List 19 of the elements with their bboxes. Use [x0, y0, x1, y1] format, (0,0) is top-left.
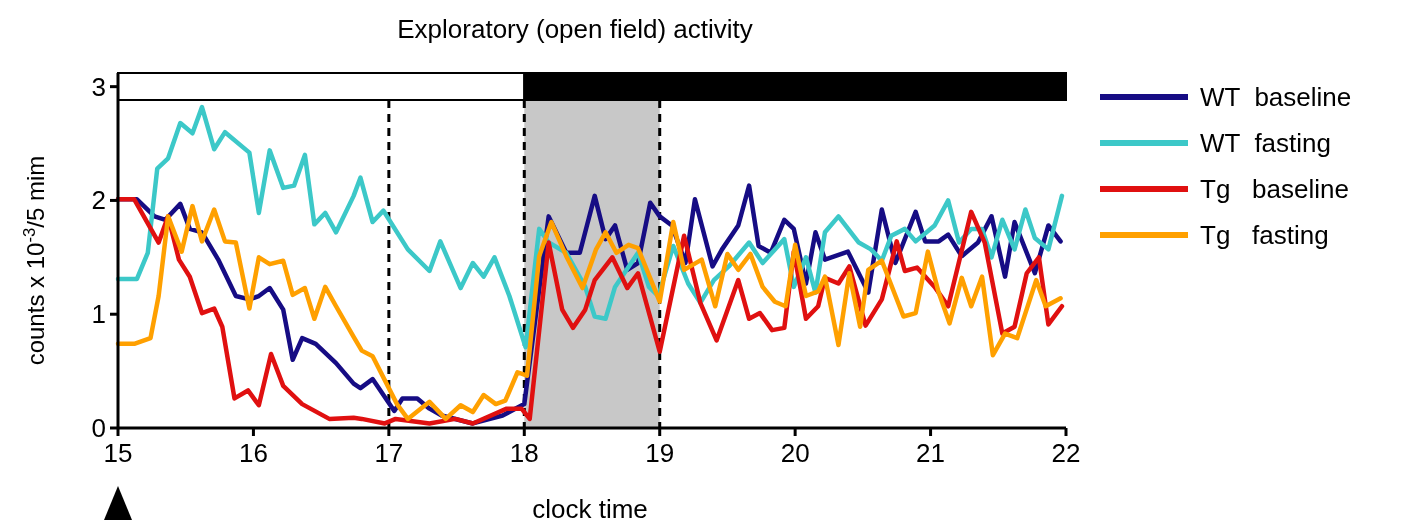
x-tick-label: 19 — [645, 438, 675, 468]
legend-label: Tg fasting — [1200, 220, 1329, 250]
x-tick-label: 15 — [103, 438, 133, 468]
legend-label: Tg baseline — [1200, 174, 1349, 204]
x-tick-label: 22 — [1051, 438, 1081, 468]
y-tick-label: 2 — [91, 185, 106, 216]
x-tick-label: 18 — [509, 438, 539, 468]
x-axis-title: clock time — [532, 494, 648, 524]
x-tick-label: 20 — [780, 438, 810, 468]
line-series — [115, 104, 1065, 350]
y-tick-label: 1 — [91, 299, 106, 330]
x-tick-label: 16 — [238, 438, 268, 468]
y-tick-label: 3 — [91, 71, 106, 102]
legend-label: WT baseline — [1200, 82, 1352, 112]
x-tick-label: 21 — [916, 438, 946, 468]
legend-label: WT fasting — [1200, 128, 1332, 158]
chart-title: Exploratory (open field) activity — [397, 14, 753, 44]
y-tick-label: 0 — [91, 413, 106, 443]
x-tick-label: 17 — [374, 438, 404, 468]
